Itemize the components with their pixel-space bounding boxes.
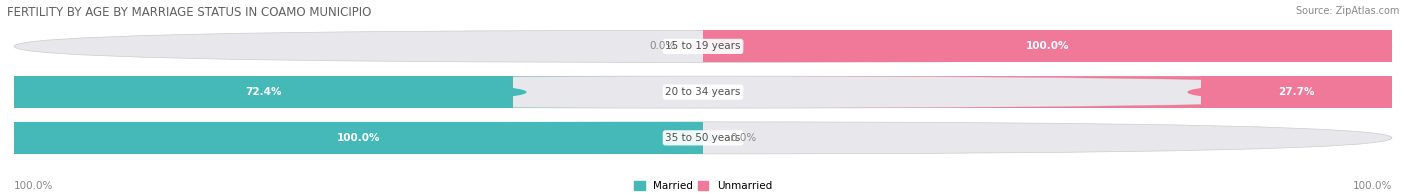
Text: 27.7%: 27.7%	[1278, 87, 1315, 97]
Text: Source: ZipAtlas.com: Source: ZipAtlas.com	[1295, 6, 1399, 16]
Text: 0.0%: 0.0%	[731, 133, 756, 143]
Text: 0.0%: 0.0%	[650, 41, 675, 51]
Bar	[703, 30, 1392, 62]
FancyBboxPatch shape	[14, 122, 717, 154]
Bar	[1201, 76, 1392, 108]
Text: FERTILITY BY AGE BY MARRIAGE STATUS IN COAMO MUNICIPIO: FERTILITY BY AGE BY MARRIAGE STATUS IN C…	[7, 6, 371, 19]
Text: 100.0%: 100.0%	[337, 133, 380, 143]
Text: 100.0%: 100.0%	[1026, 41, 1069, 51]
FancyBboxPatch shape	[0, 76, 703, 108]
Legend: Married, Unmarried: Married, Unmarried	[634, 181, 772, 191]
Text: 15 to 19 years: 15 to 19 years	[665, 41, 741, 51]
FancyBboxPatch shape	[14, 30, 1392, 62]
Text: 20 to 34 years: 20 to 34 years	[665, 87, 741, 97]
Text: 35 to 50 years: 35 to 50 years	[665, 133, 741, 143]
Text: 100.0%: 100.0%	[14, 181, 53, 191]
FancyBboxPatch shape	[14, 76, 1392, 108]
Text: 100.0%: 100.0%	[1353, 181, 1392, 191]
FancyBboxPatch shape	[689, 30, 1392, 62]
Bar	[14, 122, 703, 154]
Bar	[14, 76, 513, 108]
FancyBboxPatch shape	[703, 76, 1406, 108]
Text: 72.4%: 72.4%	[245, 87, 281, 97]
FancyBboxPatch shape	[14, 122, 1392, 154]
